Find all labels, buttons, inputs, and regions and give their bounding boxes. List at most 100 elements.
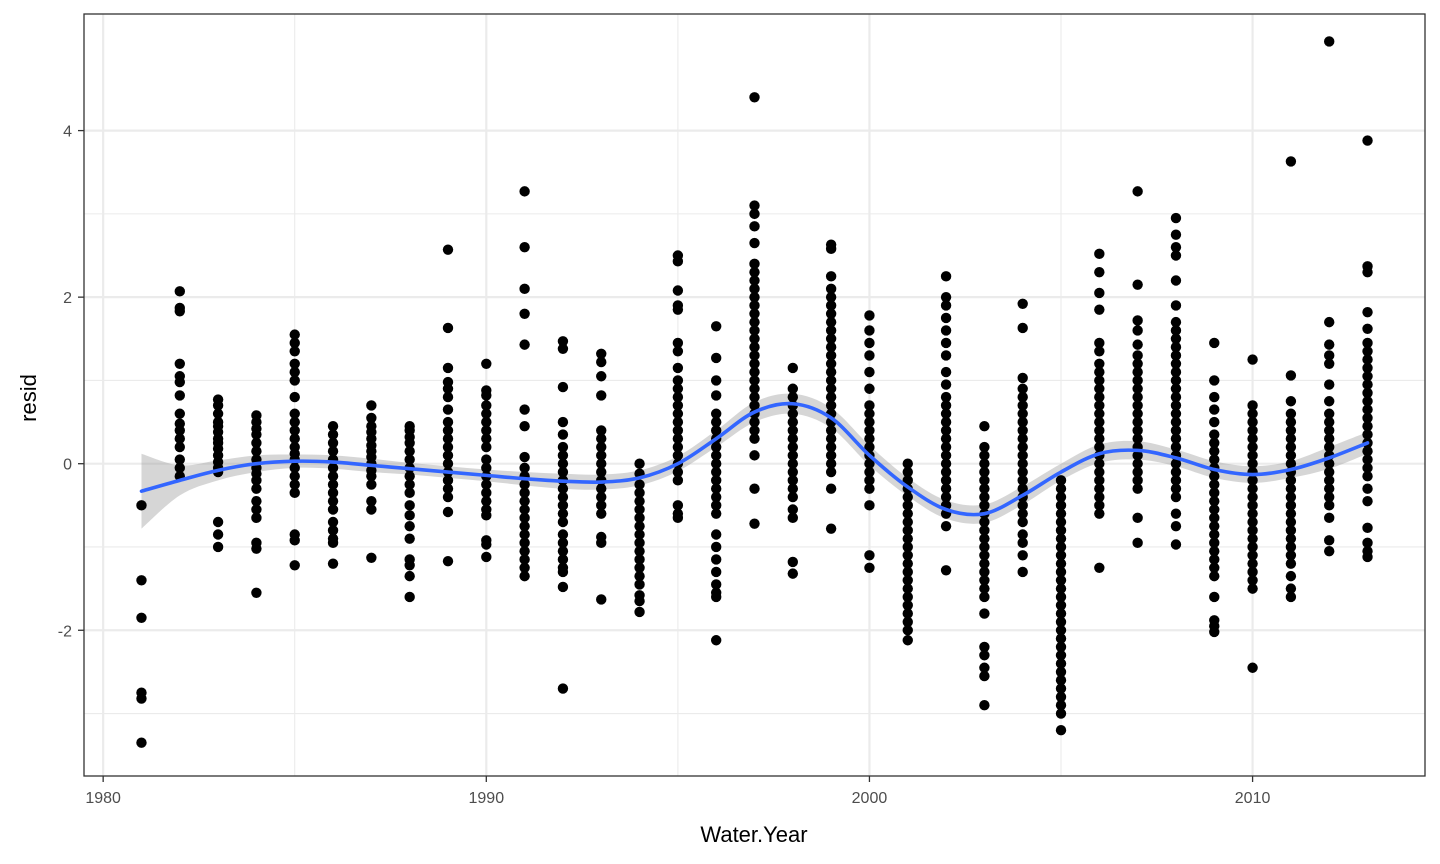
data-point — [1094, 248, 1105, 260]
data-point — [634, 504, 645, 515]
data-point — [979, 516, 990, 528]
data-point — [1324, 350, 1335, 361]
data-point — [1017, 383, 1028, 394]
data-point — [1209, 437, 1220, 449]
data-point — [672, 337, 684, 349]
data-point — [1285, 541, 1297, 553]
data-point — [1209, 454, 1220, 465]
data-point — [442, 425, 454, 436]
data-point — [1209, 471, 1220, 482]
data-point — [1170, 250, 1182, 261]
data-point — [557, 508, 569, 519]
data-point — [1055, 550, 1067, 561]
data-point — [979, 500, 990, 511]
data-point — [710, 491, 722, 503]
data-point — [864, 433, 875, 444]
data-point — [940, 291, 952, 303]
data-point — [787, 391, 799, 403]
data-point — [864, 408, 875, 419]
data-point — [1094, 433, 1105, 444]
data-point — [1324, 358, 1335, 369]
data-point — [1094, 337, 1105, 349]
data-point — [672, 500, 684, 511]
data-point — [1170, 325, 1182, 336]
data-point — [1209, 504, 1220, 515]
data-point — [1209, 479, 1220, 490]
data-point — [1132, 279, 1143, 290]
data-point — [940, 475, 952, 486]
data-point — [557, 458, 569, 469]
data-point — [864, 310, 875, 321]
data-point — [1094, 416, 1105, 428]
y-tick-label: 2 — [63, 290, 72, 307]
data-point — [557, 416, 569, 428]
data-point — [557, 500, 569, 511]
data-point — [1132, 475, 1143, 486]
data-point — [710, 390, 722, 401]
data-point — [519, 308, 530, 319]
data-point — [749, 518, 760, 529]
data-point — [289, 358, 300, 369]
data-point — [710, 554, 722, 565]
data-point — [557, 483, 569, 494]
data-point — [1094, 458, 1105, 469]
data-point — [596, 500, 607, 511]
data-point — [481, 539, 492, 550]
data-point — [1247, 500, 1258, 511]
data-point — [1170, 475, 1182, 486]
data-point — [710, 635, 722, 646]
data-point — [1094, 508, 1105, 519]
data-point — [1170, 491, 1182, 503]
data-point — [1094, 425, 1105, 436]
data-point — [1132, 512, 1143, 524]
data-point — [1170, 358, 1182, 369]
data-point — [825, 425, 837, 436]
data-point — [1055, 525, 1067, 536]
data-point — [825, 271, 837, 282]
data-point — [174, 433, 185, 444]
data-point — [1055, 591, 1067, 603]
data-point — [596, 491, 607, 503]
data-point — [327, 479, 339, 490]
data-point — [519, 421, 530, 432]
data-point — [940, 379, 952, 390]
data-point — [1055, 633, 1067, 644]
data-point — [749, 433, 760, 444]
data-point — [1285, 441, 1297, 453]
data-point — [787, 556, 799, 568]
data-point — [596, 433, 607, 444]
data-point — [1285, 508, 1297, 519]
data-point — [1170, 275, 1182, 286]
data-point — [1170, 408, 1182, 419]
data-point — [1055, 600, 1067, 611]
data-point — [1055, 658, 1067, 669]
data-point — [174, 306, 185, 317]
data-point — [1055, 475, 1067, 486]
data-point — [979, 466, 990, 478]
data-point — [1209, 375, 1220, 386]
y-tick-label: 4 — [63, 124, 72, 141]
data-point — [787, 383, 799, 394]
data-point — [902, 558, 913, 569]
data-point — [1247, 458, 1258, 469]
data-point — [902, 616, 913, 628]
data-point — [1132, 450, 1143, 461]
data-point — [212, 400, 224, 411]
data-point — [596, 458, 607, 469]
data-point — [596, 537, 607, 549]
data-point — [749, 325, 760, 336]
data-point — [327, 429, 339, 440]
data-point — [825, 441, 837, 453]
data-point — [1362, 537, 1373, 549]
data-point — [1285, 156, 1297, 167]
data-point — [979, 491, 990, 503]
data-point — [1324, 36, 1335, 47]
data-point — [327, 516, 339, 528]
data-point — [710, 425, 722, 436]
data-point — [940, 350, 952, 361]
data-point — [672, 475, 684, 486]
data-point — [1209, 529, 1220, 540]
data-point — [979, 608, 990, 619]
data-point — [1209, 487, 1220, 499]
data-point — [864, 466, 875, 478]
